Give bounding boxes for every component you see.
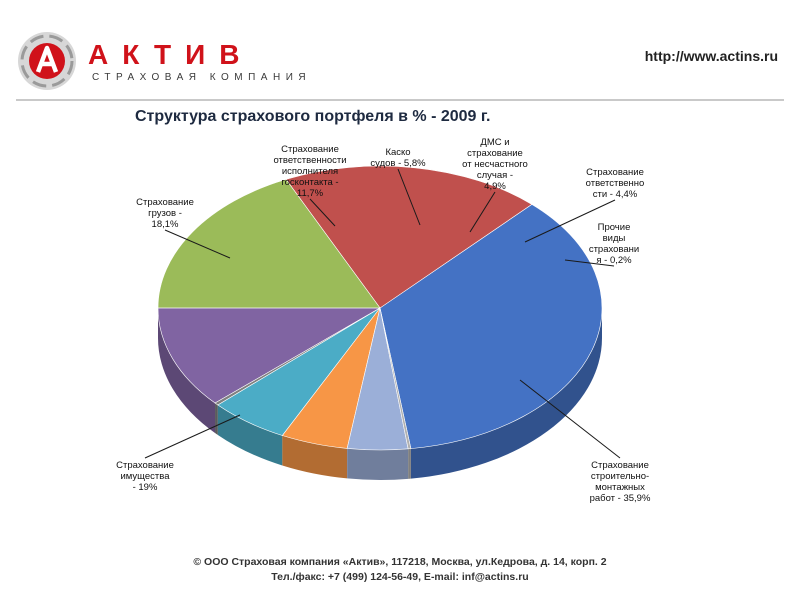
slice-label-line: Каско	[385, 147, 410, 158]
label-leader-lines	[144, 168, 621, 459]
pie-slice-side	[215, 403, 218, 435]
slice-label-line: Страхование	[586, 167, 644, 178]
slice-label-line: Страхование	[591, 460, 649, 471]
slice-label-line: Страхование	[116, 460, 174, 471]
slice-label-line: виды	[603, 233, 626, 244]
label-leader-line	[519, 379, 621, 459]
slice-label-line: госконтакта -	[281, 177, 338, 188]
pie-slice	[379, 307, 412, 450]
company-logo-icon	[18, 32, 76, 90]
slice-label-line: 18,1%	[152, 219, 179, 230]
slice-label: Страхование имущества - 19%	[116, 460, 174, 493]
label-leader-line	[309, 198, 336, 227]
footer-address: © ООО Страховая компания «Актив», 117218…	[193, 556, 607, 568]
pie-slice	[157, 179, 381, 309]
pie-slice	[285, 165, 533, 309]
brand-subtitle: СТРАХОВАЯ КОМПАНИЯ	[92, 72, 312, 83]
slice-label-line: случая -	[477, 170, 513, 181]
slice-label-line: ответственно	[586, 178, 645, 189]
slice-label-line: страховани	[589, 244, 639, 255]
pie-slice-side	[347, 448, 409, 480]
pie-slices	[157, 165, 603, 480]
slice-label-line: - 19%	[133, 482, 158, 493]
slice-label-line: Прочие	[598, 222, 631, 233]
slice-label-line: строительно-	[591, 471, 649, 482]
slice-label-line: я - 0,2%	[596, 255, 632, 266]
pie-slice-side	[158, 308, 216, 434]
slice-label-line: сти - 4,4%	[593, 189, 638, 200]
footer-contacts: Тел./факс: +7 (499) 124-56-49, E-mail: i…	[271, 571, 529, 583]
label-leader-line	[164, 229, 231, 259]
pie-slice-side	[408, 448, 411, 479]
slice-labels: Страхование строительно-монтажных работ - …	[116, 137, 651, 504]
slice-label: Прочие виды страховани я - 0,2%	[589, 222, 639, 266]
slice-label-line: Страхование	[281, 144, 339, 155]
label-leader-line	[397, 168, 421, 226]
pie-slice	[379, 204, 603, 449]
slice-label: Страхование ответственности исполнителя гос…	[273, 144, 346, 199]
slice-label: Страхование строительно-монтажных работ - …	[590, 460, 651, 504]
brand-name: АКТИВ	[88, 39, 254, 70]
slice-label-line: грузов -	[148, 208, 182, 219]
slice-label-line: монтажных	[595, 482, 645, 493]
slice-label-line: страхование	[467, 148, 523, 159]
slice-label-line: судов - 5,8%	[370, 158, 426, 169]
pie-chart: Страхование строительно-монтажных работ - …	[116, 137, 651, 504]
slice-label-line: имущества	[120, 471, 170, 482]
pie-slice-side	[217, 404, 283, 466]
slice-label-line: ответственности	[273, 155, 346, 166]
slice-label-line: ДМС и	[480, 137, 509, 148]
pie-slice	[157, 307, 382, 404]
slice-label: ДМС и страхование от несчастного случая -4,…	[462, 137, 528, 192]
slice-label: Каско судов - 5,8%	[370, 147, 426, 169]
label-leader-line	[524, 199, 616, 243]
slice-label: Страхование ответственно сти - 4,4%	[586, 167, 645, 200]
site-url-link[interactable]: http://www.actins.ru	[644, 48, 778, 64]
header-divider	[16, 99, 784, 101]
slice-label-line: от несчастного	[462, 159, 528, 170]
label-leader-line	[469, 191, 496, 233]
brand-logo: АКТИВ	[88, 39, 254, 70]
slice-label-line: 11,7%	[297, 188, 324, 199]
slice-label-line: исполнителя	[282, 166, 338, 177]
label-leader-line	[564, 259, 615, 267]
pie-slice-side	[410, 308, 602, 479]
chart-title: Структура страхового портфеля в % - 2009…	[135, 108, 491, 125]
pie-slice-side	[282, 435, 348, 479]
label-leader-line	[144, 414, 241, 459]
slice-label-line: Страхование	[136, 197, 194, 208]
slice-label: Страхование грузов -18,1%	[136, 197, 194, 230]
slice-label-line: работ - 35,9%	[590, 493, 651, 504]
slice-label-line: 4,9%	[484, 181, 506, 192]
